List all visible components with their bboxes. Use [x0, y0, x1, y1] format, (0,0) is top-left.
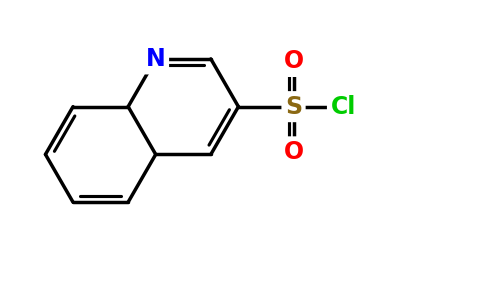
Text: N: N [146, 47, 166, 71]
Text: O: O [284, 50, 303, 74]
Text: S: S [285, 95, 302, 119]
Text: O: O [284, 140, 303, 164]
Text: Cl: Cl [331, 95, 356, 119]
